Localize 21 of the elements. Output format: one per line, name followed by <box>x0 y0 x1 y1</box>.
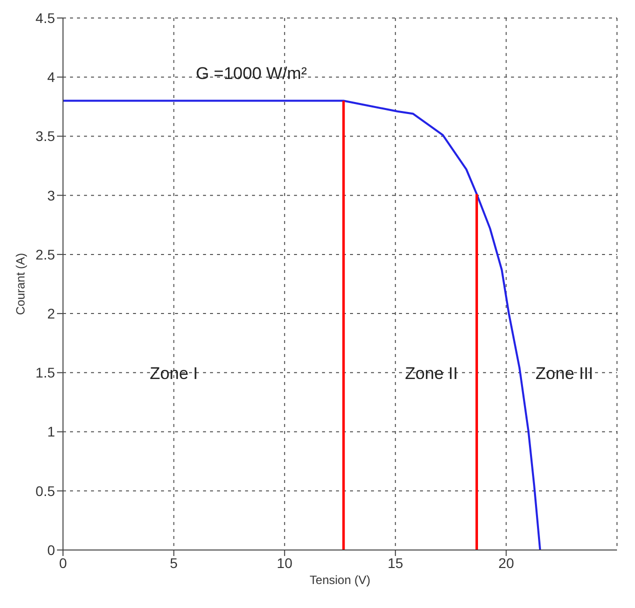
annotation: G =1000 W/m² <box>196 64 307 84</box>
y-tick-label: 3 <box>47 187 56 204</box>
x-tick-label: 5 <box>170 554 178 571</box>
y-tick-label: 2.5 <box>36 246 56 262</box>
y-axis-title: Courant (A) <box>13 252 28 316</box>
y-tick-label: 4.5 <box>36 10 56 26</box>
x-tick-label: 15 <box>388 554 404 571</box>
y-tick-label: 0.5 <box>36 482 56 499</box>
x-tick-label: 10 <box>276 554 293 571</box>
y-tick-label: 4 <box>47 69 56 86</box>
annotation: Zone III <box>536 364 594 384</box>
y-tick-label: 2 <box>47 306 56 322</box>
x-tick-label: 20 <box>498 554 514 571</box>
x-axis-title: Tension (V) <box>310 573 370 587</box>
y-tick-label: 1.5 <box>36 364 56 381</box>
y-tick-label: 0 <box>47 542 56 558</box>
annotation: Zone II <box>404 364 458 384</box>
annotation: Zone I <box>150 364 198 384</box>
y-tick-label: 3.5 <box>36 128 56 144</box>
x-tick-label: 0 <box>59 554 68 571</box>
y-tick-label: 1 <box>47 424 56 440</box>
